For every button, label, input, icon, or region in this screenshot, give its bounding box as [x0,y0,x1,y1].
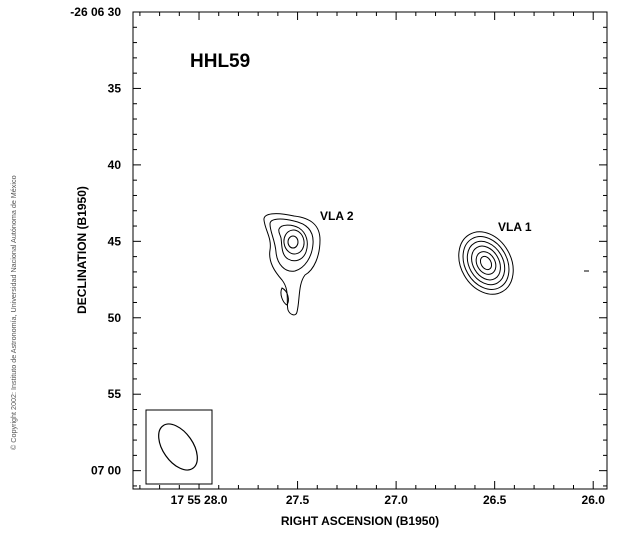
vla1-contours [458,231,514,295]
vla2-contour-4 [283,229,305,255]
axis-ticks [133,11,607,489]
x-tick-label: 27.0 [384,493,408,507]
plot-title: HHL59 [190,51,250,72]
y-tick-label: 55 [108,387,122,401]
y-tick-labels: -26 06 30 35 40 45 50 55 07 00 [70,5,121,478]
vla2-contour-6 [280,287,289,306]
source-label-vla1: VLA 1 [498,220,532,234]
x-tick-label: 26.5 [483,493,507,507]
vla2-contour-1 [263,213,321,316]
vla2-contour-2 [269,218,314,272]
y-tick-label: -26 06 30 [70,5,121,19]
x-tick-label: 26.0 [582,493,606,507]
y-tick-label: 40 [108,158,122,172]
y-tick-label: 45 [108,234,122,248]
plot-frame [132,11,608,490]
y-axis-title: DECLINATION (B1950) [75,186,89,314]
vla1-contour-2 [462,236,510,290]
vla2-contour-3 [278,224,308,262]
y-tick-label: 35 [108,81,122,95]
vla1-contour-4 [471,245,501,281]
copyright-notice: © Copyright 2002: Instituto de Astronomí… [9,175,18,450]
beam-inset-box [145,409,213,485]
vla1-contour-5 [475,251,497,275]
x-tick-label: 27.5 [286,493,310,507]
source-label-vla2: VLA 2 [320,209,354,223]
vla2-contour-5 [287,235,299,249]
x-axis-title: RIGHT ASCENSION (B1950) [281,514,439,528]
vla1-contour-1 [458,231,514,295]
beam-ellipse [158,423,198,471]
vla2-contours [263,213,321,316]
vla1-contour-3 [466,240,506,286]
y-tick-label: 07 00 [91,464,121,478]
y-tick-label: 50 [108,311,122,325]
x-tick-labels: 17 55 28.0 27.5 27.0 26.5 26.0 [171,493,606,507]
vla1-contour-6 [479,255,493,271]
x-tick-label: 17 55 28.0 [171,493,228,507]
